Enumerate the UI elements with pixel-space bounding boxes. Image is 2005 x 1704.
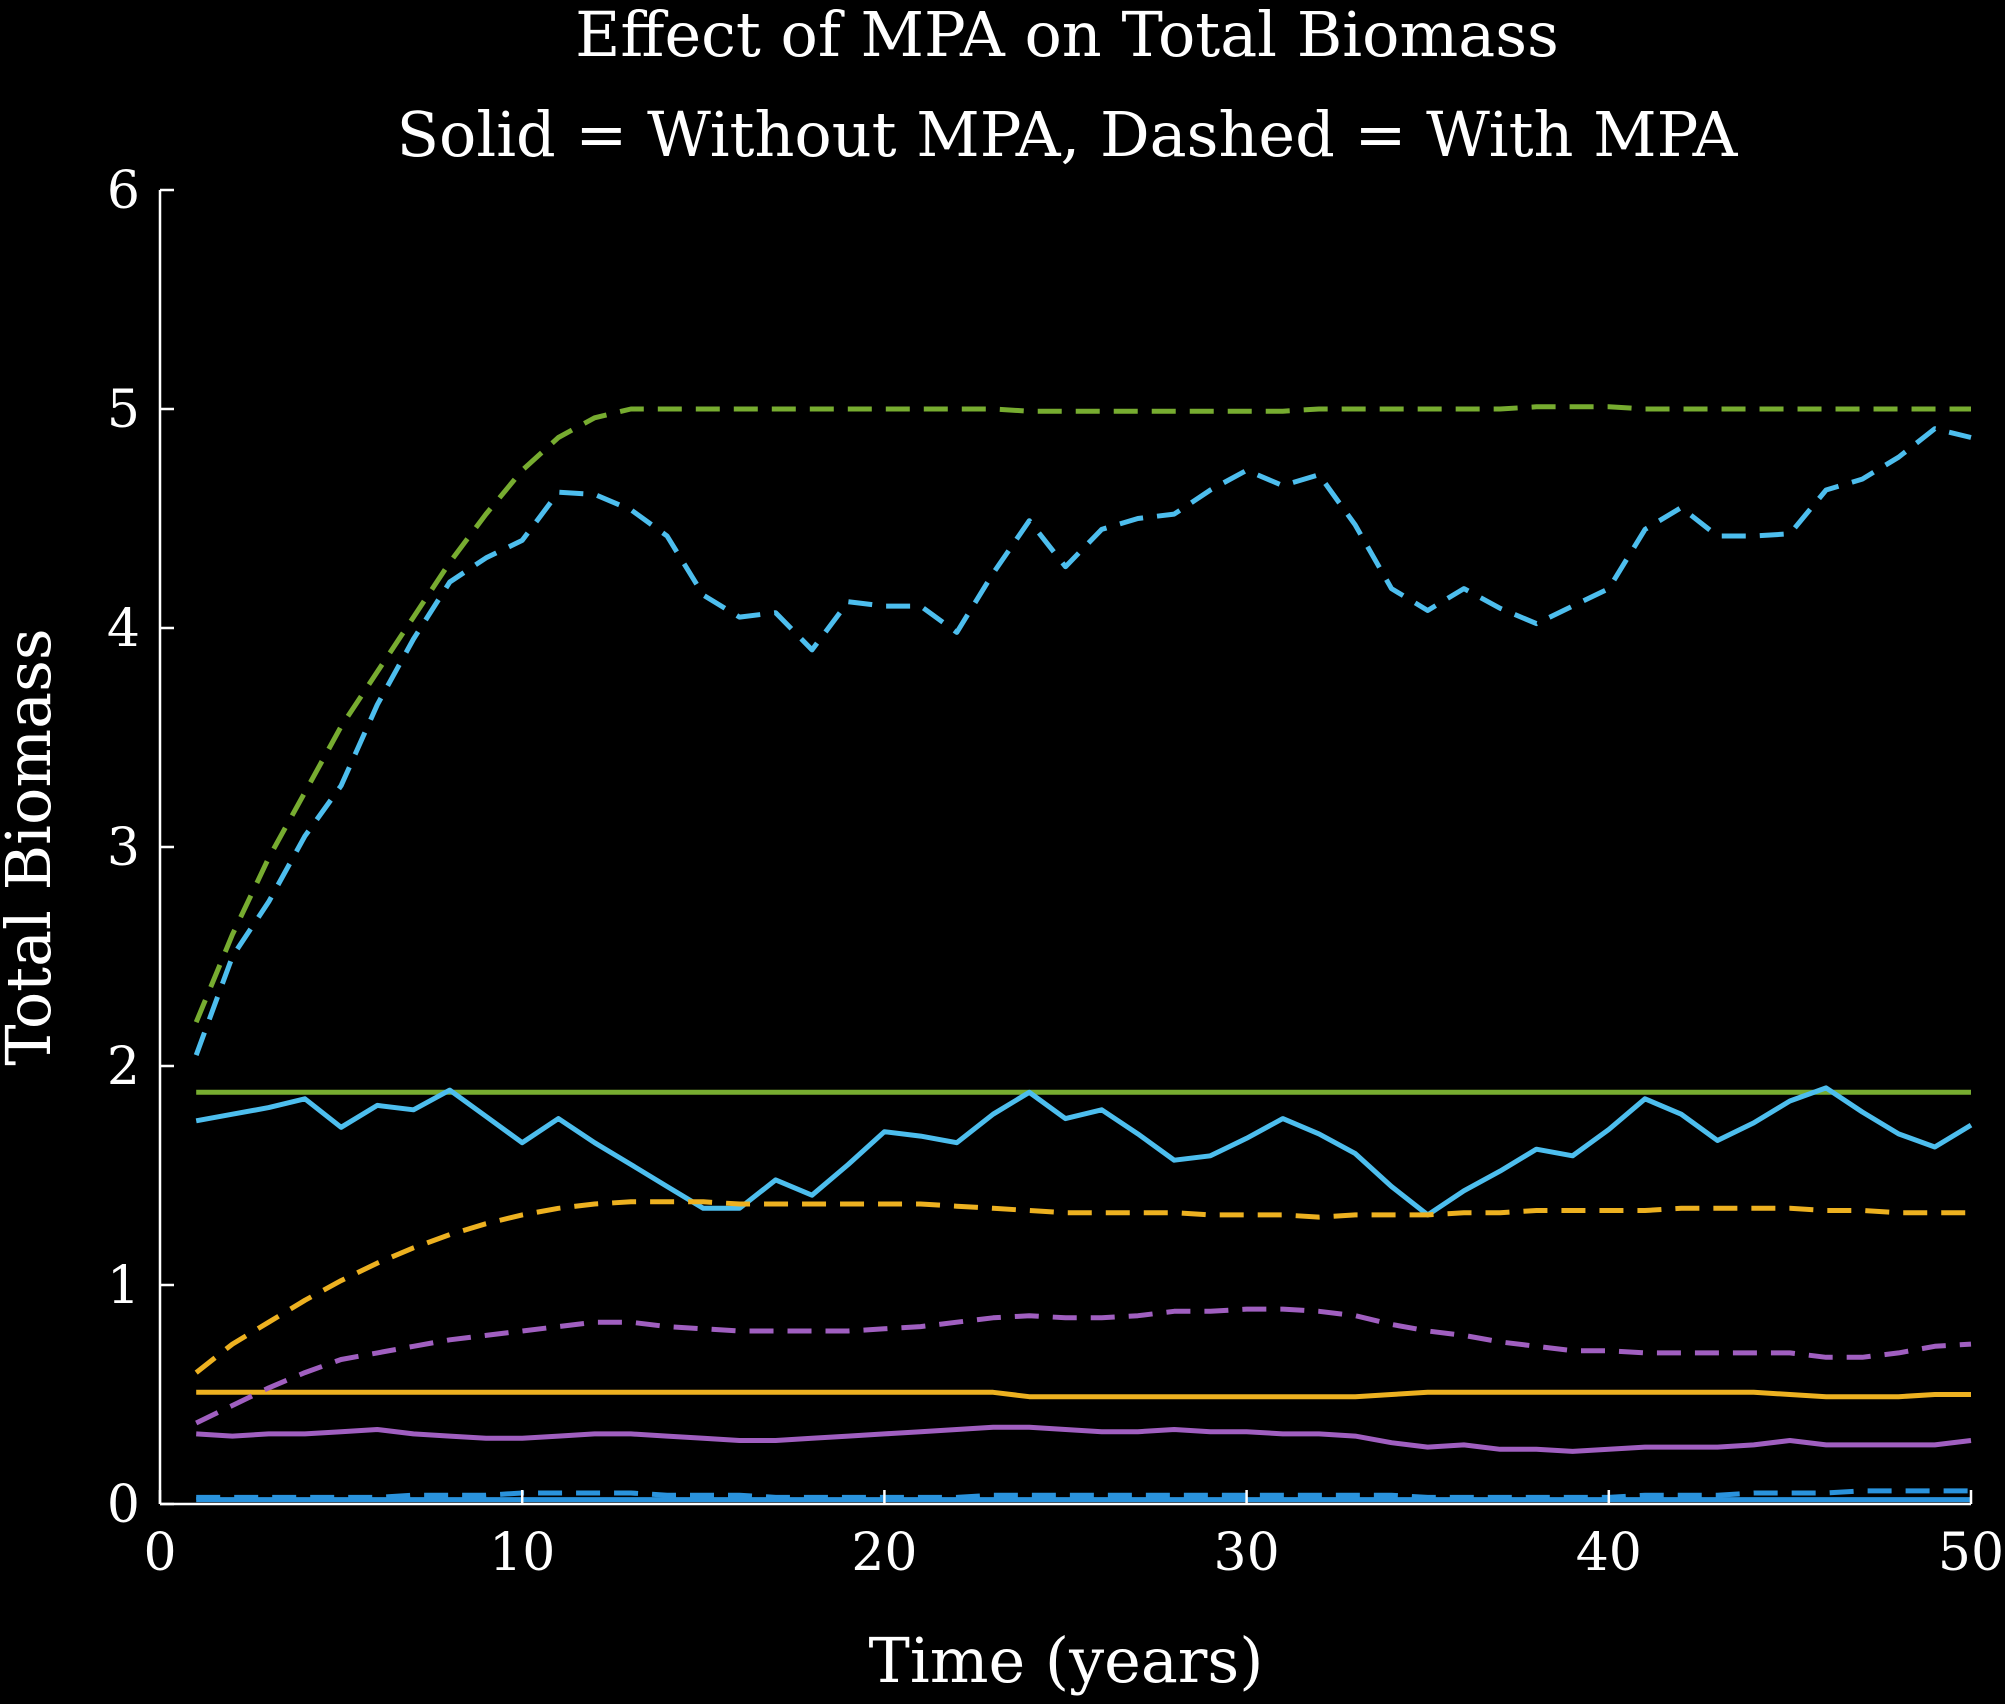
series-line-2-dashed	[193, 404, 1971, 1024]
x-axis-label: Time (years)	[869, 1624, 1264, 1697]
series-layer	[193, 404, 1973, 1503]
series-line-10-dashed	[196, 1488, 1971, 1500]
x-tick-label: 30	[1214, 1523, 1280, 1583]
series-line-3-solid	[195, 1085, 1973, 1218]
x-tick-label: 40	[1576, 1523, 1642, 1583]
chart-subtitle: Solid = Without MPA, Dashed = With MPA	[397, 98, 1739, 171]
ticks: 0 10 20 30 40 50 0 1 2 3 4 5 6	[107, 161, 2004, 1583]
y-tick-label: 0	[107, 1475, 140, 1535]
x-tick-label: 20	[851, 1523, 917, 1583]
y-tick-label: 5	[107, 380, 140, 440]
x-tick-label: 0	[143, 1523, 176, 1583]
x-tick-label: 10	[489, 1523, 555, 1583]
y-tick-label: 6	[107, 161, 140, 221]
y-tick-label: 4	[107, 599, 140, 659]
y-tick-label: 2	[107, 1037, 140, 1097]
x-tick-label: 50	[1938, 1523, 2004, 1583]
chart-title: Effect of MPA on Total Biomass	[575, 0, 1559, 71]
series-line-5-solid	[196, 1389, 1971, 1400]
y-tick-label: 3	[107, 818, 140, 878]
series-line-8-dashed	[195, 1306, 1972, 1426]
y-tick-label: 1	[107, 1256, 140, 1316]
series-line-7-solid	[196, 1424, 1972, 1454]
series-line-6-dashed	[194, 1199, 1971, 1375]
y-axis-label: Total Biomass	[0, 628, 65, 1065]
series-line-4-dashed	[193, 426, 1972, 1056]
